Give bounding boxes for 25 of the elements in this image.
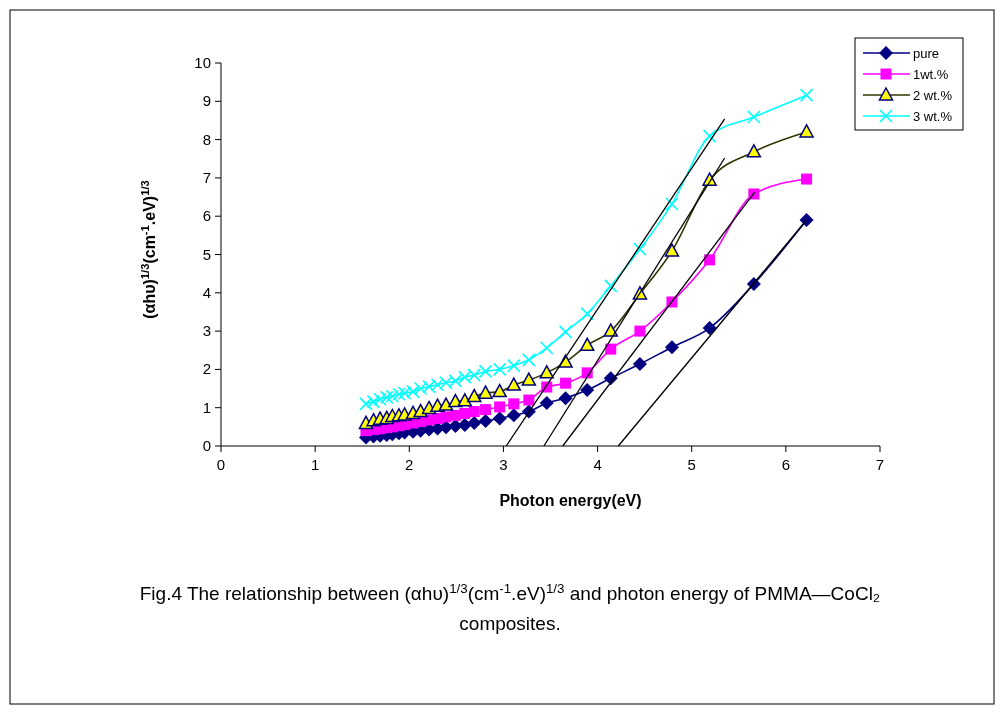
y-tick-label: 3 [202, 322, 211, 340]
x-tick-label: 2 [405, 456, 414, 473]
x-axis-title: Photon energy(eV) [499, 492, 642, 509]
legend-label: pure [913, 46, 940, 61]
x-tick-label: 4 [593, 456, 602, 473]
y-tick-label: 10 [194, 54, 211, 71]
legend-label: 2 wt.% [913, 88, 953, 103]
caption: Fig.4 The relationship between (αhυ)$^{1/3}$(cm$^{-1}$.eV)$^{1/3}$ and photon energy of PMMA—CoCl₂ composites. [139, 580, 881, 634]
y-tick-label: 2 [202, 360, 211, 378]
y-tick-label: 6 [202, 207, 211, 225]
y-tick-label: 7 [202, 168, 211, 186]
x-tick-label: 1 [310, 456, 320, 473]
legend-label: 1wt.% [913, 67, 949, 82]
legend-label: 3 wt.% [913, 109, 953, 124]
x-tick-label: 7 [875, 456, 885, 473]
x-tick-label: 6 [781, 456, 791, 473]
x-tick-label: 5 [687, 456, 696, 473]
y-tick-label: 1 [202, 398, 211, 416]
x-tick-label: 3 [499, 456, 508, 473]
y-tick-label: 8 [202, 130, 211, 148]
y-tick-label: 9 [202, 92, 211, 110]
y-tick-label: 4 [202, 283, 211, 301]
y-tick-label: 0 [202, 437, 211, 454]
y-tick-label: 5 [202, 245, 211, 263]
x-tick-label: 0 [216, 456, 226, 473]
